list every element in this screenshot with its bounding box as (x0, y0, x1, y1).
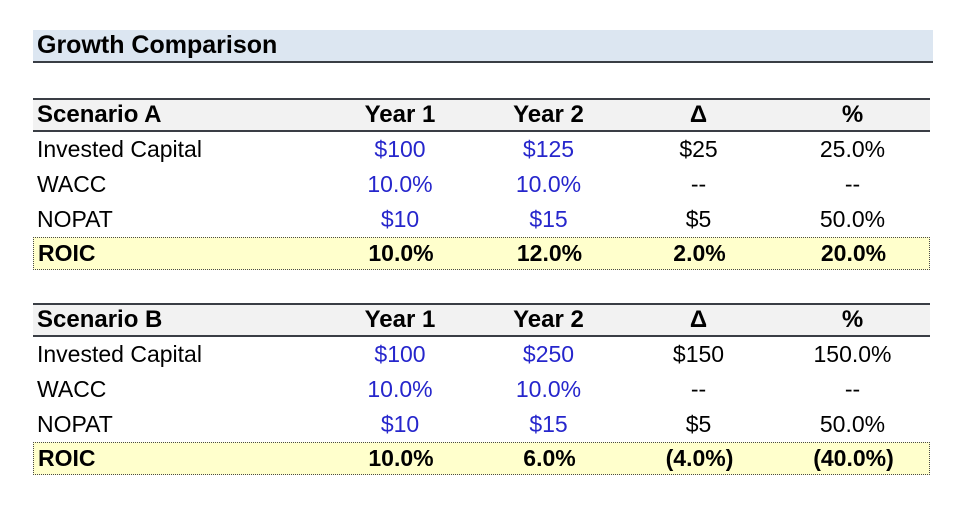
cell-year1: 10.0% (368, 240, 434, 266)
scenario-b-title: Scenario B (37, 306, 163, 333)
cell-year1: $10 (380, 411, 420, 437)
cell-year2: $15 (529, 411, 568, 437)
row-label: WACC (37, 171, 107, 197)
column-header-year1: Year 1 (364, 101, 436, 128)
row-label: WACC (37, 376, 107, 402)
row-label: Invested Capital (37, 136, 202, 162)
cell-year2: 12.0% (516, 240, 583, 266)
cell-year1: $100 (374, 136, 426, 162)
table-row-wacc: WACC 10.0% 10.0% -- -- (33, 167, 930, 202)
column-header-year2: Year 2 (513, 306, 584, 333)
cell-percent: (40.0%) (813, 445, 894, 471)
cell-year2: 6.0% (523, 445, 576, 471)
row-label: ROIC (38, 240, 96, 266)
page-title: Growth Comparison (33, 30, 933, 63)
cell-year2: 10.0% (515, 376, 582, 402)
row-label: NOPAT (37, 411, 113, 437)
cell-year1: 10.0% (367, 171, 433, 197)
cell-year2: $15 (529, 206, 568, 232)
cell-delta: -- (690, 376, 707, 402)
cell-percent: 50.0% (819, 411, 886, 437)
cell-percent: -- (844, 376, 861, 402)
cell-year1: 10.0% (368, 445, 434, 471)
cell-delta: $25 (679, 136, 718, 162)
cell-year1: $100 (374, 341, 426, 367)
cell-year2: 10.0% (515, 171, 582, 197)
cell-delta: $150 (672, 341, 725, 367)
roic-total-row: ROIC 10.0% 6.0% (4.0%) (40.0%) (33, 442, 930, 475)
table-row-invested-capital: Invested Capital $100 $250 $150 150.0% (33, 337, 930, 372)
table-row-nopat: NOPAT $10 $15 $5 50.0% (33, 407, 930, 442)
column-header-delta: Δ (689, 101, 708, 128)
scenario-b-table: Scenario B Year 1 Year 2 Δ % Invested Ca… (33, 303, 930, 475)
cell-percent: 20.0% (820, 240, 887, 266)
column-header-year2: Year 2 (513, 101, 584, 128)
cell-percent: -- (844, 171, 861, 197)
column-header-percent: % (841, 306, 864, 333)
column-header-percent: % (841, 101, 864, 128)
cell-delta: 2.0% (673, 240, 726, 266)
row-label: Invested Capital (37, 341, 202, 367)
roic-total-row: ROIC 10.0% 12.0% 2.0% 20.0% (33, 237, 930, 270)
cell-year1: 10.0% (367, 376, 433, 402)
cell-year2: $250 (522, 341, 575, 367)
column-header-year1: Year 1 (364, 306, 436, 333)
row-label: ROIC (38, 445, 96, 471)
scenario-b-header-row: Scenario B Year 1 Year 2 Δ % (33, 303, 930, 337)
scenario-a-title: Scenario A (37, 101, 162, 128)
table-row-nopat: NOPAT $10 $15 $5 50.0% (33, 202, 930, 237)
table-row-wacc: WACC 10.0% 10.0% -- -- (33, 372, 930, 407)
scenario-a-header-row: Scenario A Year 1 Year 2 Δ % (33, 98, 930, 132)
cell-delta: $5 (685, 206, 712, 232)
cell-percent: 50.0% (819, 206, 886, 232)
column-header-delta: Δ (689, 306, 708, 333)
cell-year2: $125 (522, 136, 575, 162)
scenario-a-table: Scenario A Year 1 Year 2 Δ % Invested Ca… (33, 98, 930, 270)
cell-delta: $5 (685, 411, 712, 437)
table-row-invested-capital: Invested Capital $100 $125 $25 25.0% (33, 132, 930, 167)
cell-delta: -- (690, 171, 707, 197)
cell-percent: 25.0% (819, 136, 886, 162)
cell-year1: $10 (380, 206, 420, 232)
cell-percent: 150.0% (813, 341, 892, 367)
cell-delta: (4.0%) (665, 445, 734, 471)
row-label: NOPAT (37, 206, 113, 232)
